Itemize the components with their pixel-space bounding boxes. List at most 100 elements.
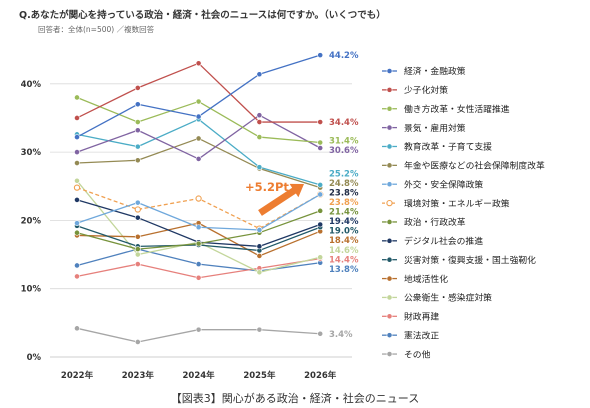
legend-label-15: 憲法改正 xyxy=(404,329,439,341)
data-point-8-2 xyxy=(195,195,202,202)
end-label-9: 21.4% xyxy=(329,208,359,218)
data-point-10-3 xyxy=(256,243,263,250)
data-point-6-0 xyxy=(74,160,80,166)
end-label-15: 13.8% xyxy=(329,265,359,275)
end-value-labels: 44.2%34.4%31.4%30.6%25.2%24.8%23.8%23.8%… xyxy=(329,51,359,340)
y-tick-label-0: 0% xyxy=(27,353,42,363)
legend-marker-8 xyxy=(386,199,393,207)
end-label-8: 23.8% xyxy=(329,198,359,208)
data-point-2-0 xyxy=(74,115,80,121)
series-1 xyxy=(74,52,324,140)
end-label-1: 44.2% xyxy=(329,51,359,61)
data-point-15-2 xyxy=(195,261,202,268)
chart-title: Q.あなたが関心を持っている政治・経済・社会のニュースは何ですか。（いくつでも） xyxy=(19,10,386,21)
data-point-8-1 xyxy=(134,206,141,213)
annotation: +5.2Pt xyxy=(245,180,304,216)
data-point-16-0 xyxy=(74,325,80,332)
series-3 xyxy=(74,94,324,146)
data-point-7-2 xyxy=(195,224,202,231)
data-point-1-4 xyxy=(317,52,324,59)
data-point-7-1 xyxy=(134,199,141,206)
legend-item-2: 少子化対策 xyxy=(382,84,448,96)
data-point-5-1 xyxy=(134,143,141,150)
legend-item-8: 環境対策・エネルギー政策 xyxy=(382,197,510,209)
legend-marker-10 xyxy=(386,237,393,244)
end-label-2: 34.4% xyxy=(329,118,359,128)
figure-caption: 【図表3】関心がある政治・経済・社会のニュース xyxy=(170,392,420,405)
legend-item-3: 働き方改革・女性活躍推進 xyxy=(382,103,510,115)
end-label-5: 25.2% xyxy=(329,170,359,180)
legend-item-14: 財政再建 xyxy=(382,311,439,323)
data-point-10-0 xyxy=(74,197,80,203)
data-point-16-2 xyxy=(195,326,202,333)
data-point-7-3 xyxy=(256,227,263,233)
data-point-3-3 xyxy=(256,134,263,140)
data-point-3-1 xyxy=(134,119,141,125)
data-point-4-0 xyxy=(74,149,80,155)
legend-label-14: 財政再建 xyxy=(404,311,439,323)
end-label-6: 24.8% xyxy=(329,179,359,189)
data-point-2-2 xyxy=(195,60,202,67)
legend-marker-16 xyxy=(386,351,393,357)
legend-label-16: その他 xyxy=(404,348,431,360)
series-7 xyxy=(74,191,324,233)
legend: 経済・金融政策少子化対策働き方改革・女性活躍推進景気・雇用対策教育改革・子育て支… xyxy=(382,65,545,360)
legend-label-4: 景気・雇用対策 xyxy=(404,122,466,134)
legend-item-9: 政治・行政改革 xyxy=(382,216,466,228)
series-line-2 xyxy=(76,62,321,123)
data-point-4-1 xyxy=(134,127,141,134)
data-point-13-1 xyxy=(134,251,141,258)
data-point-14-2 xyxy=(195,274,202,281)
data-point-9-2 xyxy=(195,240,202,247)
legend-label-6: 年金や医療などの社会保障制度改革 xyxy=(404,160,545,172)
legend-marker-1 xyxy=(386,68,393,74)
x-tick-label-3: 2025年 xyxy=(243,370,276,381)
data-point-2-3 xyxy=(256,119,263,125)
chart-subtitle: 回答者：全体(n=500) ／複数回答 xyxy=(38,25,155,34)
data-point-6-1 xyxy=(134,157,141,164)
legend-marker-15 xyxy=(386,332,393,339)
legend-marker-4 xyxy=(386,124,393,131)
data-point-14-0 xyxy=(74,273,80,280)
legend-marker-7 xyxy=(386,181,393,188)
data-point-13-0 xyxy=(74,177,80,184)
data-point-9-4 xyxy=(317,207,324,214)
data-point-1-3 xyxy=(256,71,263,78)
legend-item-5: 教育改革・子育て支援 xyxy=(382,141,492,153)
series-line-15 xyxy=(76,248,321,272)
annotation-text: +5.2Pt xyxy=(245,180,289,194)
legend-label-9: 政治・行政改革 xyxy=(404,216,466,228)
annotation-arrow xyxy=(258,183,304,216)
legend-label-8: 環境対策・エネルギー政策 xyxy=(404,197,510,209)
y-tick-label-10: 10% xyxy=(21,285,42,295)
legend-item-13: 公衆衛生・感染症対策 xyxy=(382,292,492,304)
legend-item-11: 災害対策・復興支援・国土強靭化 xyxy=(382,254,536,266)
x-tick-label-0: 2022年 xyxy=(61,370,94,381)
x-tick-label-1: 2023年 xyxy=(122,370,155,381)
legend-item-16: その他 xyxy=(382,348,431,360)
data-point-1-1 xyxy=(134,101,141,108)
legend-label-7: 外交・安全保障政策 xyxy=(404,178,483,190)
end-label-11: 19.0% xyxy=(329,227,359,237)
data-point-5-3 xyxy=(256,164,263,171)
legend-label-11: 災害対策・復興支援・国土強靭化 xyxy=(404,254,536,266)
data-point-4-4 xyxy=(317,145,324,151)
data-point-6-2 xyxy=(195,135,202,142)
y-axis-labels: 0% 10% 20% 30% 40% xyxy=(21,80,42,363)
data-point-1-0 xyxy=(74,134,80,140)
data-point-9-0 xyxy=(74,229,80,236)
legend-label-3: 働き方改革・女性活躍推進 xyxy=(404,103,510,115)
legend-label-5: 教育改革・子育て支援 xyxy=(404,141,492,153)
data-point-12-1 xyxy=(134,233,141,240)
data-point-13-3 xyxy=(256,269,263,276)
data-point-3-4 xyxy=(317,139,324,146)
legend-item-7: 外交・安全保障政策 xyxy=(382,178,483,190)
series-16 xyxy=(74,325,324,345)
legend-marker-9 xyxy=(386,219,393,225)
legend-marker-6 xyxy=(386,162,393,169)
series-line-1 xyxy=(76,54,321,138)
y-tick-label-20: 20% xyxy=(21,216,42,226)
legend-marker-13 xyxy=(386,294,393,301)
data-point-8-0 xyxy=(73,184,81,191)
